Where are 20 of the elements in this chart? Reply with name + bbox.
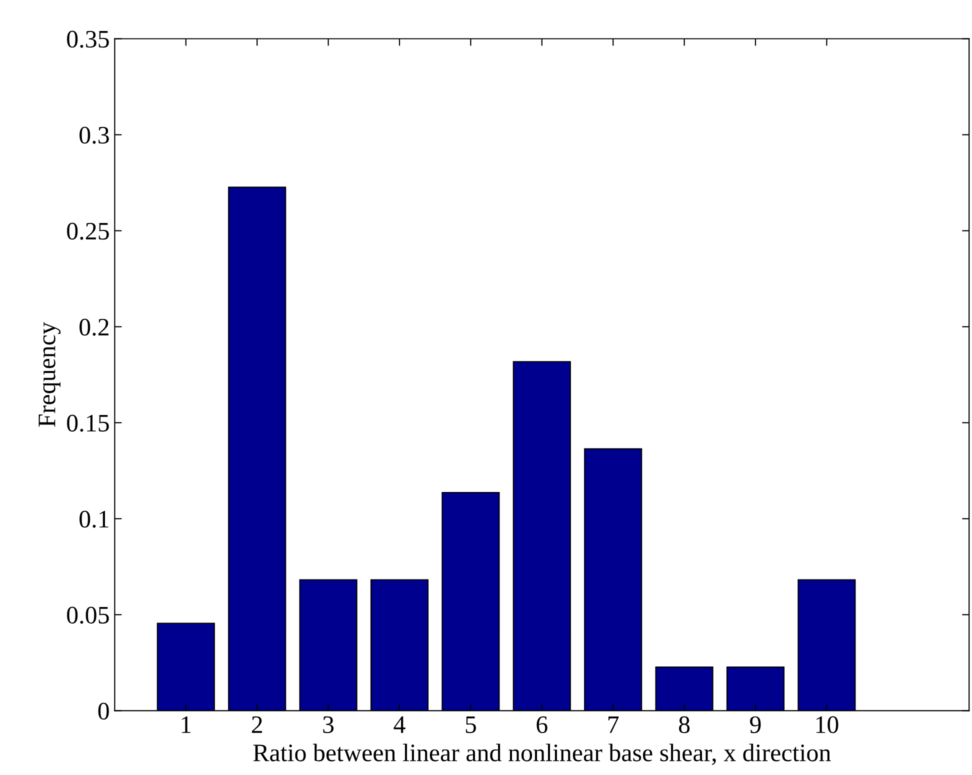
x-tick-label: 10 — [816, 716, 838, 734]
y-axis-title: Frequency — [38, 322, 61, 427]
x-tick-label: 8 — [678, 716, 690, 734]
x-tick-label: 6 — [536, 716, 548, 734]
y-tick-label: 0.05 — [67, 606, 109, 624]
x-tick-label: 5 — [466, 716, 476, 734]
y-tick-label: 0.1 — [80, 510, 108, 528]
x-axis-title: Ratio between linear and nonlinear base shear, x direction — [253, 744, 831, 765]
x-tick-label: 4 — [394, 716, 406, 733]
x-tick-label: 1 — [182, 716, 191, 733]
y-tick-label: 0.15 — [67, 414, 109, 432]
y-tick-label: 0.3 — [80, 126, 109, 144]
x-tick-label: 2 — [252, 716, 262, 733]
y-tick-label: 0.2 — [80, 318, 108, 336]
x-tick-label: 3 — [323, 716, 334, 734]
x-tick-label: 7 — [608, 716, 619, 733]
y-tick-label: 0.25 — [67, 222, 109, 240]
y-tick-label: 0.35 — [67, 30, 109, 48]
x-tick-label: 9 — [750, 716, 761, 734]
y-tick-label: 0 — [98, 702, 109, 720]
